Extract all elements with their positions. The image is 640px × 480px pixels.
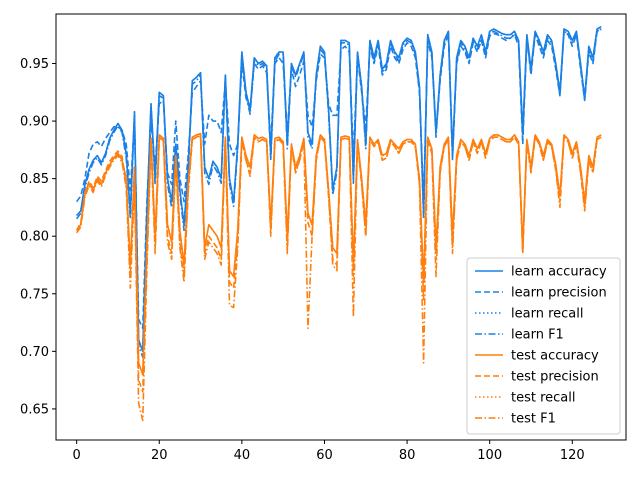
legend-box (466, 257, 621, 435)
legend-label-test-precision: test precision (511, 370, 599, 385)
x-tick-label: 20 (151, 448, 168, 463)
y-tick-label: 0.90 (20, 115, 49, 130)
legend-label-learn-recall: learn recall (511, 307, 583, 322)
plot-area (75, 25, 602, 422)
x-tick-label: 0 (73, 448, 81, 463)
legend: learn accuracy learn precision learn recal… (466, 257, 621, 435)
x-axis: 0 20 40 60 80 100 120 (73, 440, 585, 463)
y-tick-label: 0.65 (20, 402, 49, 417)
legend-label-learn-f1: learn F1 (511, 328, 564, 343)
y-tick-label: 0.85 (20, 172, 49, 187)
y-tick-label: 0.80 (20, 230, 49, 245)
legend-label-test-recall: test recall (511, 391, 576, 406)
y-tick-label: 0.75 (20, 287, 49, 302)
y-tick-label: 0.70 (20, 345, 49, 360)
x-tick-label: 40 (234, 448, 251, 463)
legend-label-test-f1: test F1 (511, 412, 556, 427)
x-tick-label: 80 (399, 448, 416, 463)
legend-label-learn-accuracy: learn accuracy (511, 265, 607, 280)
legend-label-test-accuracy: test accuracy (511, 349, 599, 364)
axes-frame (55, 13, 627, 441)
x-tick-label: 100 (477, 448, 502, 463)
series-line-learn-f1 (75, 28, 602, 358)
x-tick-label: 120 (560, 448, 585, 463)
legend-label-learn-precision: learn precision (511, 286, 607, 301)
y-axis: 0.65 0.70 0.75 0.80 0.85 0.90 0.95 (20, 57, 56, 417)
y-tick-label: 0.95 (20, 57, 49, 72)
x-tick-label: 60 (316, 448, 333, 463)
